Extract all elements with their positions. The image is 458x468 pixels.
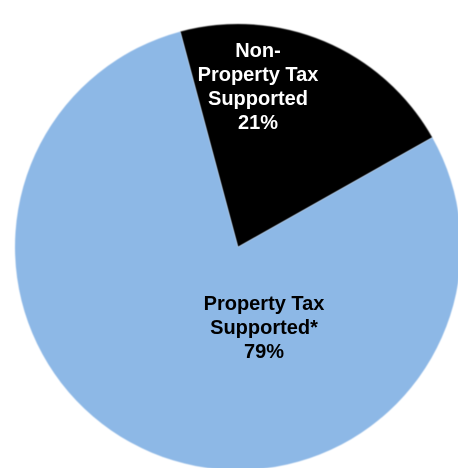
slice-label-line: 21% bbox=[238, 112, 278, 134]
slice-label-line: Non- bbox=[235, 40, 281, 62]
slice-label-line: Property Tax bbox=[198, 64, 319, 86]
slice-label-line: Property Tax bbox=[204, 293, 325, 315]
slice-label-1: Property Tax Supported* 79% bbox=[204, 293, 325, 363]
pie-slice-0 bbox=[180, 24, 433, 248]
pie-slice-1 bbox=[15, 31, 458, 468]
slice-label-line: 79% bbox=[244, 341, 284, 363]
slice-label-0: Non-Property Tax Supported 21% bbox=[198, 40, 319, 134]
slice-label-line: Supported* bbox=[210, 317, 318, 339]
slice-label-line: Supported bbox=[208, 88, 308, 110]
